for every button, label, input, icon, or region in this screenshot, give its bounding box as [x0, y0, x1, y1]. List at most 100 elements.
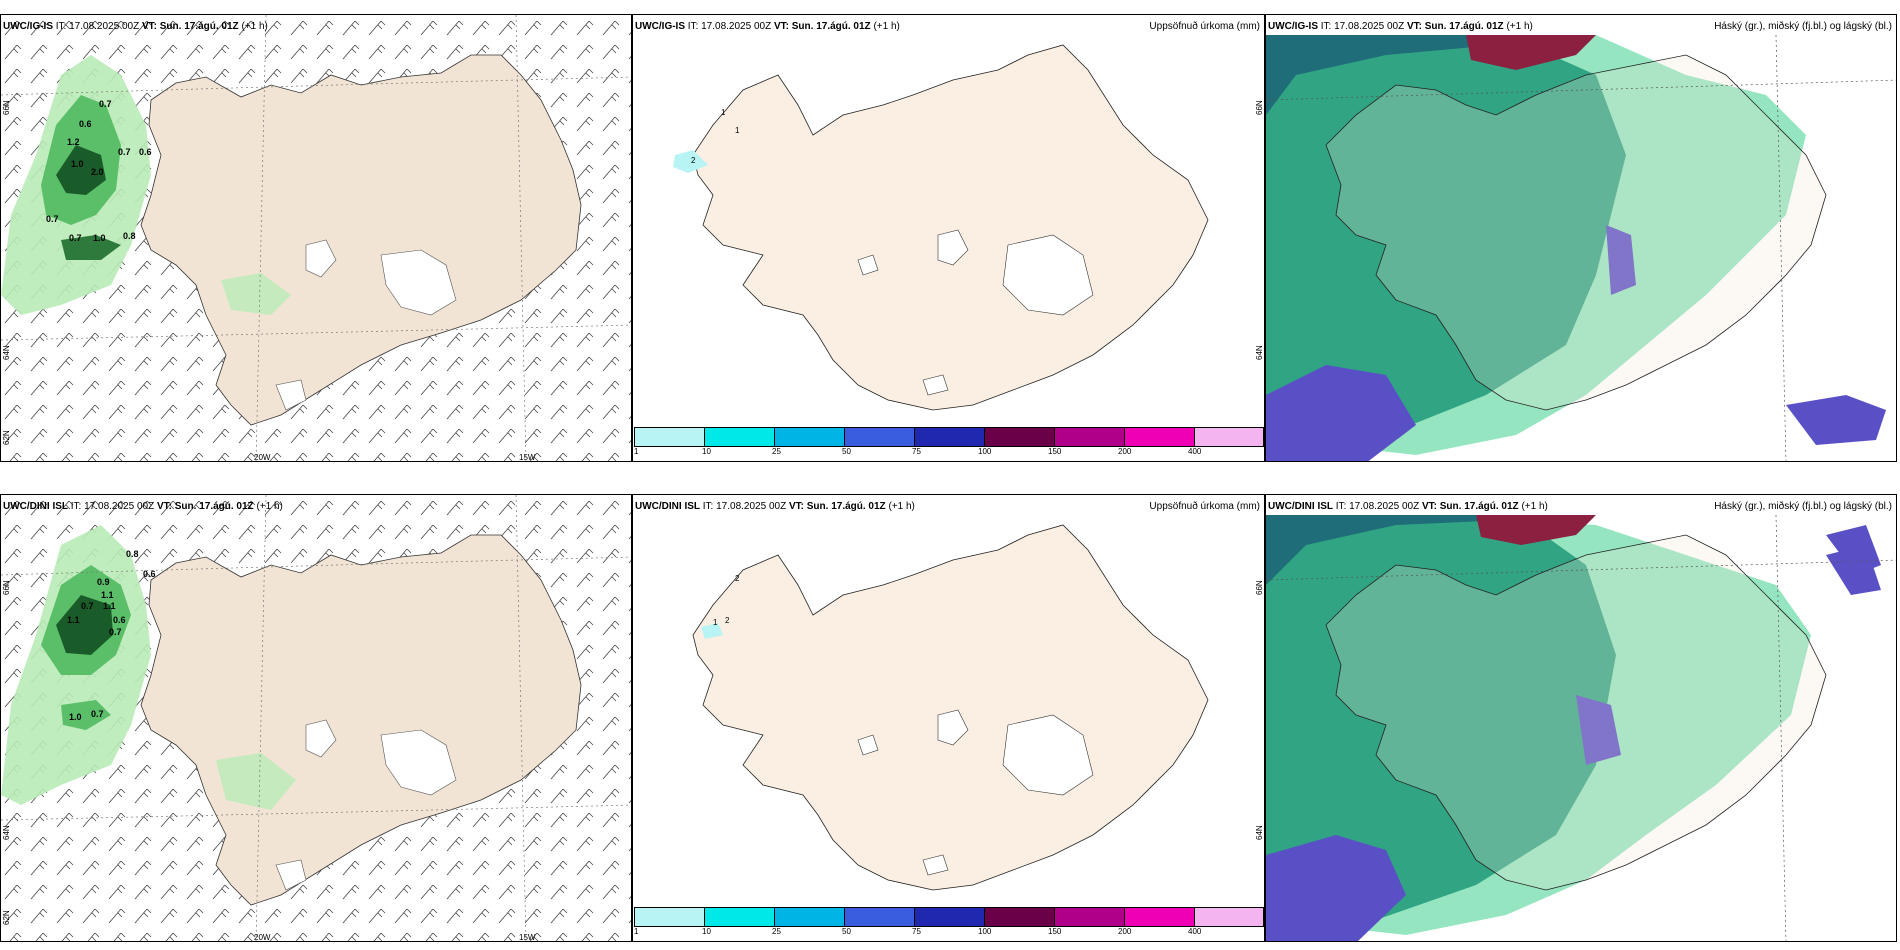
precip-area-mid — [61, 700, 111, 730]
colorbar-cell — [635, 908, 705, 926]
svg-text:0.7: 0.7 — [118, 147, 131, 157]
cloud-low-area — [1576, 695, 1621, 765]
lat-label: 66N — [2, 580, 11, 595]
panel-title: UWC/IG-IS IT: 17.08.2025 00Z VT: Sun. 17… — [1268, 21, 1533, 32]
glacier — [380, 249, 457, 316]
lon-label: 15W — [519, 453, 536, 462]
lat-label: 64N — [2, 345, 11, 360]
svg-text:1.1: 1.1 — [67, 615, 80, 625]
iceland-landmass — [140, 54, 582, 426]
colorbar-cell — [1195, 428, 1263, 446]
cloud-panel-top: UWC/IG-IS IT: 17.08.2025 00Z VT: Sun. 17… — [1265, 14, 1897, 462]
lat-label: 62N — [2, 910, 11, 925]
colorbar-cell — [775, 908, 845, 926]
colorbar-cell — [915, 428, 985, 446]
panel-subtitle: Háský (gr.), miðský (fj.bl.) og lágský (… — [1714, 21, 1892, 32]
lon-label: 20W — [254, 453, 271, 462]
wind-precip-panel-top: UWC/IG-IS IT: 17.08.2025 00Z VT: Sun. 17… — [0, 14, 632, 462]
cloud-low-area — [1786, 395, 1886, 445]
colorbar-cell — [635, 428, 705, 446]
svg-text:1.1: 1.1 — [103, 601, 116, 611]
panel-title: UWC/IG-IS IT: 17.08.2025 00Z VT: Sun. 17… — [635, 21, 900, 32]
glacier — [380, 729, 457, 796]
glacier — [857, 734, 879, 756]
colorbar-ticks: 1 10 25 50 75 100 150 200 400 — [634, 447, 1202, 456]
lat-label: 64N — [2, 825, 11, 840]
precip-value-labels: 0.8 0.6 0.9 1.1 0.7 1.1 1.1 0.6 0.7 1.0 … — [67, 549, 156, 722]
panel-subtitle: Uppsöfnuð úrkoma (mm) — [1149, 21, 1260, 32]
glacier — [1002, 714, 1094, 796]
panel-title: UWC/DINI ISL IT: 17.08.2025 00Z VT: Sun.… — [3, 501, 283, 512]
lon-label: 15W — [519, 933, 536, 942]
svg-text:1.0: 1.0 — [69, 712, 82, 722]
cloud-top-area — [1466, 35, 1596, 70]
svg-text:1: 1 — [713, 618, 718, 627]
svg-text:2.0: 2.0 — [91, 167, 104, 177]
accum-value-labels: 2 1 2 — [713, 574, 740, 627]
cloud-cover-map — [1266, 15, 1896, 461]
svg-text:2: 2 — [725, 616, 730, 625]
colorbar-cell — [845, 428, 915, 446]
wind-precip-map: 0.8 0.6 0.9 1.1 0.7 1.1 1.1 0.6 0.7 1.0 … — [1, 495, 631, 941]
colorbar-ticks: 1 10 25 50 75 100 150 200 400 — [634, 927, 1202, 936]
precip-area-dark — [56, 145, 106, 195]
iceland-outline — [1325, 54, 1827, 411]
colorbar-cell — [845, 908, 915, 926]
glacier — [275, 859, 307, 891]
svg-text:1: 1 — [721, 108, 726, 117]
cloud-panel-bottom: UWC/DINI ISL IT: 17.08.2025 00Z VT: Sun.… — [1265, 494, 1897, 942]
lat-label: 66N — [1255, 100, 1264, 115]
cloud-low-area — [1266, 365, 1416, 461]
accum-precip-panel-bottom: UWC/DINI ISL IT: 17.08.2025 00Z VT: Sun.… — [632, 494, 1265, 942]
graticule — [1266, 514, 1896, 941]
precip-value-labels: 0.7 0.6 1.2 0.7 0.6 1.0 2.0 0.7 0.7 1.0 … — [46, 99, 152, 243]
svg-text:0.7: 0.7 — [91, 709, 104, 719]
panel-title: UWC/IG-IS IT: 17.08.2025 00Z VT: Sun. 17… — [3, 21, 268, 32]
svg-text:0.8: 0.8 — [126, 549, 139, 559]
svg-text:1.1: 1.1 — [101, 590, 114, 600]
colorbar-cell — [705, 908, 775, 926]
panel-title: UWC/DINI ISL IT: 17.08.2025 00Z VT: Sun.… — [1268, 501, 1548, 512]
lat-label: 66N — [1255, 580, 1264, 595]
svg-text:0.7: 0.7 — [109, 627, 122, 637]
cloud-low-area — [1606, 225, 1636, 295]
svg-text:1.0: 1.0 — [71, 159, 84, 169]
wind-precip-panel-bottom: UWC/DINI ISL IT: 17.08.2025 00Z VT: Sun.… — [0, 494, 632, 942]
svg-text:0.9: 0.9 — [97, 577, 110, 587]
glacier — [275, 379, 307, 411]
svg-text:0.7: 0.7 — [81, 601, 94, 611]
iceland-landmass — [140, 534, 582, 906]
glacier — [922, 374, 949, 396]
svg-text:2: 2 — [735, 574, 740, 583]
accum-area — [673, 150, 708, 173]
cloud-top-area — [1476, 515, 1596, 545]
iceland-landmass — [692, 44, 1209, 411]
svg-text:0.6: 0.6 — [113, 615, 126, 625]
precip-area-dark — [56, 595, 113, 655]
cloud-low-area — [1266, 835, 1406, 941]
glacier — [305, 239, 337, 278]
colorbar — [634, 427, 1264, 447]
iceland-landmass — [692, 524, 1209, 891]
lat-label: 64N — [1255, 825, 1264, 840]
colorbar-cell — [1195, 908, 1263, 926]
lon-label: 20W — [254, 933, 271, 942]
svg-text:0.6: 0.6 — [139, 147, 152, 157]
colorbar-cell — [985, 428, 1055, 446]
svg-text:2: 2 — [691, 156, 696, 165]
colorbar-cell — [1055, 908, 1125, 926]
graticule — [1266, 34, 1896, 461]
iceland-outline — [1325, 534, 1827, 891]
cloud-mid-area — [1266, 520, 1811, 935]
colorbar-cell — [985, 908, 1055, 926]
svg-text:1: 1 — [735, 126, 740, 135]
svg-text:0.7: 0.7 — [46, 214, 59, 224]
colorbar-cell — [1125, 428, 1195, 446]
svg-text:1.0: 1.0 — [93, 233, 106, 243]
precip-area-dark — [61, 235, 121, 260]
cloud-cover-map — [1266, 495, 1896, 941]
glacier — [1002, 234, 1094, 316]
glacier — [937, 229, 969, 266]
svg-text:0.7: 0.7 — [99, 99, 112, 109]
accum-precip-map: 1 1 2 — [673, 44, 1209, 411]
